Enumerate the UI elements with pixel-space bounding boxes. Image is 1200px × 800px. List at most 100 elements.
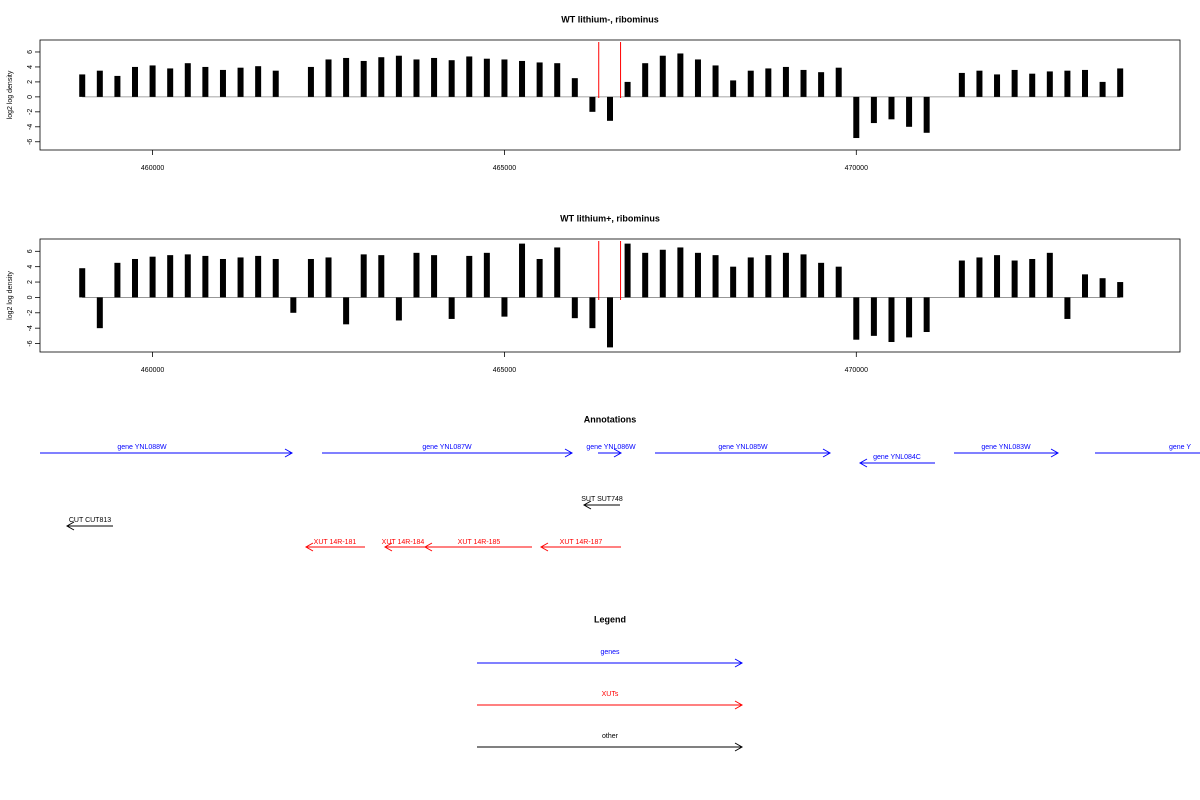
gene-label: gene YNL086W — [586, 444, 636, 451]
y-tick-label: 2 — [27, 80, 34, 84]
chart-title: WT lithium-, ribominus — [561, 14, 659, 24]
xut-arrow-head — [539, 542, 549, 552]
bar — [906, 297, 913, 338]
y-tick-label: 6 — [27, 50, 34, 54]
x-tick-label: 460000 — [141, 367, 164, 374]
legend-label: XUTs — [602, 691, 619, 698]
gene-arrow-head — [284, 448, 294, 458]
bar — [554, 63, 561, 97]
bar — [219, 69, 226, 97]
bar — [1082, 274, 1088, 298]
bar — [782, 66, 789, 97]
bar — [202, 255, 209, 298]
bar — [395, 297, 402, 321]
bar — [976, 70, 983, 97]
bar — [448, 297, 455, 319]
bar — [888, 297, 895, 343]
bar — [1099, 278, 1106, 298]
gene-arrow-head — [613, 448, 623, 458]
bar — [536, 62, 543, 97]
xut-label: XUT 14R-184 — [382, 539, 425, 546]
xut-label: XUT 14R-181 — [314, 539, 357, 546]
bar — [853, 96, 860, 139]
gene-label: gene Y — [1169, 444, 1191, 451]
bar — [712, 65, 719, 97]
bar — [202, 66, 209, 97]
bar — [237, 257, 244, 298]
gene-label: gene YNL088W — [117, 444, 167, 451]
bar — [800, 254, 807, 298]
bar — [659, 249, 666, 298]
y-tick-label: -2 — [27, 310, 34, 316]
gene-arrow-head — [1050, 448, 1060, 458]
y-tick-label: -4 — [27, 325, 34, 331]
bar — [607, 297, 613, 348]
bar — [712, 255, 719, 298]
bar — [624, 243, 631, 298]
y-axis-label: log2 log density — [7, 70, 14, 119]
bar — [114, 262, 121, 298]
bar — [343, 57, 350, 97]
bar — [132, 66, 138, 97]
bar — [571, 78, 578, 97]
bar — [659, 55, 666, 97]
xut-arrow-head — [423, 542, 433, 552]
bar — [272, 70, 279, 97]
y-tick-label: -6 — [27, 340, 34, 346]
bar — [906, 96, 913, 127]
bar — [413, 252, 420, 298]
bar — [343, 297, 350, 325]
x-tick-label: 460000 — [141, 165, 164, 172]
gene-label: gene YNL084C — [873, 454, 921, 461]
bar — [132, 258, 138, 298]
legend-label: genes — [600, 649, 620, 656]
bar — [307, 66, 314, 97]
bar — [818, 72, 825, 97]
plot-frame — [39, 39, 1181, 151]
bar — [1011, 260, 1018, 298]
bar — [501, 59, 508, 97]
bar — [79, 74, 86, 97]
bar — [554, 247, 561, 298]
bar — [1029, 73, 1036, 97]
x-tick-label: 470000 — [845, 367, 868, 374]
bar — [149, 256, 156, 298]
bar — [325, 59, 332, 97]
bar — [800, 69, 807, 97]
bar — [642, 63, 649, 97]
y-tick-label: 4 — [27, 65, 34, 69]
bar — [923, 96, 930, 133]
bar — [589, 96, 596, 112]
bar — [237, 67, 244, 97]
bar — [747, 257, 754, 298]
bar — [835, 266, 842, 298]
bar — [184, 254, 191, 298]
y-tick-label: 6 — [27, 249, 34, 253]
bar — [1117, 282, 1124, 298]
bar — [1064, 70, 1071, 97]
bar — [642, 252, 649, 298]
bar — [325, 257, 332, 298]
y-tick-label: 0 — [27, 95, 34, 99]
gene-arrow-head — [858, 458, 868, 468]
legend-arrow-head — [734, 742, 744, 752]
bar — [501, 297, 508, 317]
gene-label: gene YNL085W — [718, 444, 768, 451]
bar — [431, 255, 438, 298]
bar — [114, 75, 121, 97]
gene-arrow-head — [564, 448, 574, 458]
bar — [730, 266, 737, 298]
bar — [466, 56, 473, 97]
bar — [1046, 71, 1053, 97]
bar — [782, 252, 789, 298]
bar — [1011, 69, 1018, 97]
bar — [167, 255, 174, 298]
bar — [360, 60, 367, 97]
y-tick-label: -2 — [27, 109, 34, 115]
bar — [835, 67, 842, 97]
bar — [395, 55, 402, 97]
bar — [818, 262, 825, 298]
bar — [184, 63, 191, 97]
bar — [994, 74, 1001, 97]
bar — [255, 66, 262, 97]
